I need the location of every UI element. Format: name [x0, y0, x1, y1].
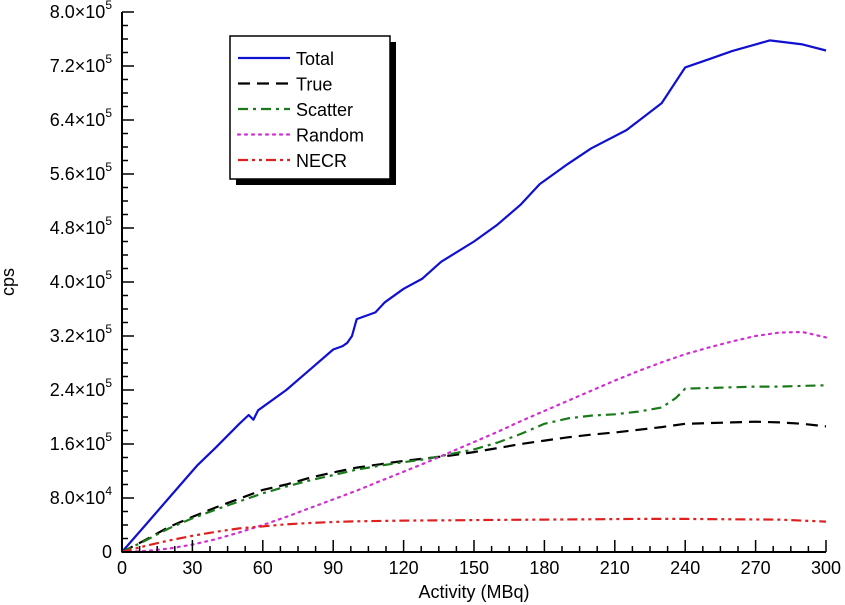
y-tick-label: 8.0×105: [50, 0, 113, 22]
x-tick-label: 300: [811, 558, 841, 578]
y-tick-label: 4.0×105: [50, 268, 113, 292]
series-curves: [120, 39, 828, 554]
x-tick-label: 270: [741, 558, 771, 578]
y-tick-label: 6.4×105: [50, 106, 113, 130]
x-tick-label: 150: [459, 558, 489, 578]
x-tick-label: 30: [182, 558, 202, 578]
legend-label-true: True: [296, 75, 332, 95]
legend-box: [229, 35, 391, 180]
y-axis-title: cps: [0, 268, 18, 296]
series-line-scatter: [121, 384, 827, 553]
y-tick-label: 2.4×105: [50, 376, 113, 400]
y-tick-label: 7.2×105: [50, 52, 113, 76]
y-tick-label: 1.6×105: [50, 430, 113, 454]
y-tick-label: 5.6×105: [50, 160, 113, 184]
x-tick-label: 240: [670, 558, 700, 578]
x-tick-label: 180: [529, 558, 559, 578]
x-ticks: 0 30 60 90 120 150 180 210 240 270 300: [117, 540, 841, 578]
y-tick-label: 4.8×105: [50, 214, 113, 238]
axes: [121, 12, 826, 553]
x-tick-label: 210: [600, 558, 630, 578]
legend-label-random: Random: [296, 126, 364, 146]
y-ticks: 0 8.0×104 1.6×105 2.4×105 3.2×105 4.0×105 4.8×…: [50, 0, 134, 562]
legend-label-scatter: Scatter: [296, 100, 353, 120]
y-tick-label: 3.2×105: [50, 322, 113, 346]
x-tick-label: 90: [323, 558, 343, 578]
x-tick-label: 120: [389, 558, 419, 578]
x-tick-label: 60: [253, 558, 273, 578]
x-axis-title: Activity (MBq): [418, 582, 529, 602]
y-tick-label: 0: [102, 542, 112, 562]
y-tick-label: 8.0×104: [50, 484, 113, 508]
legend-label-total: Total: [296, 49, 334, 69]
series-line-necr: [121, 517, 827, 554]
series-line-random: [120, 330, 828, 554]
series-line-total: [121, 39, 827, 553]
series-line-true: [121, 420, 827, 553]
legend: Total True Scatter Random NECR: [229, 35, 396, 185]
legend-label-necr: NECR: [296, 151, 347, 171]
x-tick-label: 0: [117, 558, 127, 578]
